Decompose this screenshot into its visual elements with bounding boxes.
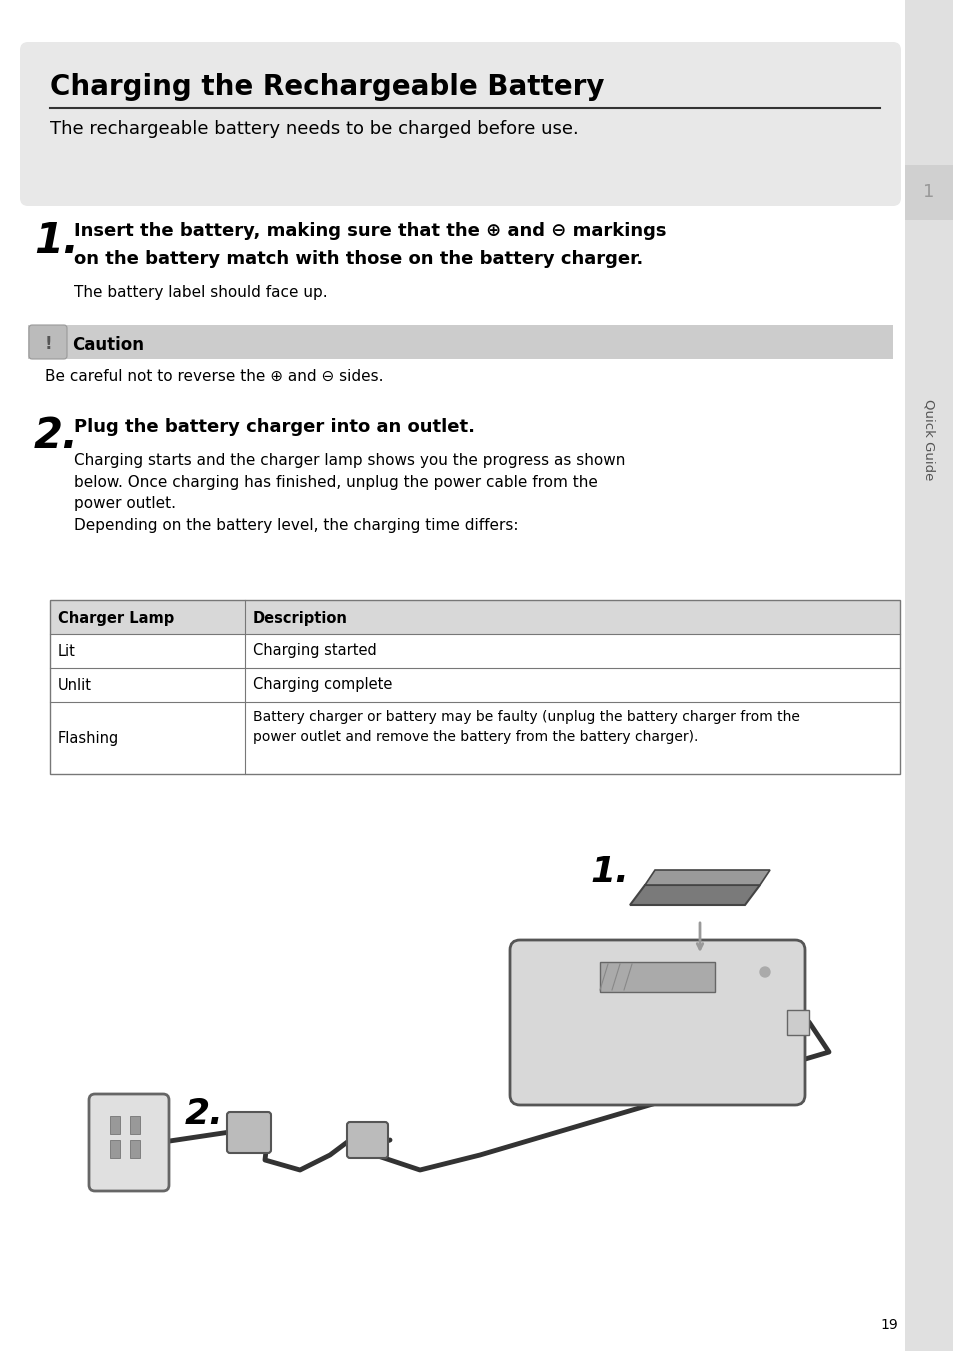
Text: Unlit: Unlit [58, 677, 91, 693]
Text: Description: Description [253, 611, 348, 626]
Text: Charging the Rechargeable Battery: Charging the Rechargeable Battery [50, 73, 604, 101]
Bar [50, 600, 899, 774]
Text: Quick Guide: Quick Guide [922, 400, 935, 481]
Polygon shape [644, 870, 769, 885]
Circle shape [760, 967, 769, 977]
Text: Charging started: Charging started [253, 643, 376, 658]
FancyBboxPatch shape [510, 940, 804, 1105]
Bar [50, 600, 899, 774]
Bar [904, 165, 953, 220]
Text: Battery charger or battery may be faulty (unplug the battery charger from the
po: Battery charger or battery may be faulty… [253, 711, 799, 744]
FancyBboxPatch shape [29, 326, 67, 359]
Text: Flashing: Flashing [58, 731, 119, 746]
Text: Charging starts and the charger lamp shows you the progress as shown
below. Once: Charging starts and the charger lamp sho… [74, 453, 625, 532]
Text: 1.: 1. [589, 855, 628, 889]
Bar [28, 326, 892, 359]
Text: 2.: 2. [34, 415, 79, 457]
Text: on the battery match with those on the battery charger.: on the battery match with those on the b… [74, 250, 642, 267]
Text: Charger Lamp: Charger Lamp [58, 611, 174, 626]
Text: 1: 1 [923, 182, 934, 201]
Text: Caution: Caution [71, 336, 144, 354]
Bar [786, 1011, 808, 1035]
Bar [904, 0, 953, 1351]
FancyBboxPatch shape [227, 1112, 271, 1152]
Bar [110, 1116, 120, 1133]
Text: Be careful not to reverse the ⊕ and ⊖ sides.: Be careful not to reverse the ⊕ and ⊖ si… [45, 369, 383, 384]
Bar [110, 1140, 120, 1158]
Text: Plug the battery charger into an outlet.: Plug the battery charger into an outlet. [74, 417, 475, 436]
Text: 19: 19 [879, 1319, 897, 1332]
Polygon shape [629, 885, 760, 905]
Bar [130, 1140, 140, 1158]
FancyBboxPatch shape [20, 42, 900, 205]
Text: Charging complete: Charging complete [253, 677, 392, 693]
Bar [130, 1116, 140, 1133]
Text: 2.: 2. [185, 1097, 224, 1131]
FancyBboxPatch shape [89, 1094, 169, 1192]
Text: Lit: Lit [58, 643, 76, 658]
Text: The rechargeable battery needs to be charged before use.: The rechargeable battery needs to be cha… [50, 120, 578, 138]
Text: !: ! [44, 335, 51, 353]
Text: 1.: 1. [34, 220, 79, 262]
Text: The battery label should face up.: The battery label should face up. [74, 285, 327, 300]
Bar [599, 962, 714, 992]
FancyBboxPatch shape [347, 1121, 388, 1158]
Bar [50, 600, 899, 634]
Text: Insert the battery, making sure that the ⊕ and ⊖ markings: Insert the battery, making sure that the… [74, 222, 666, 240]
